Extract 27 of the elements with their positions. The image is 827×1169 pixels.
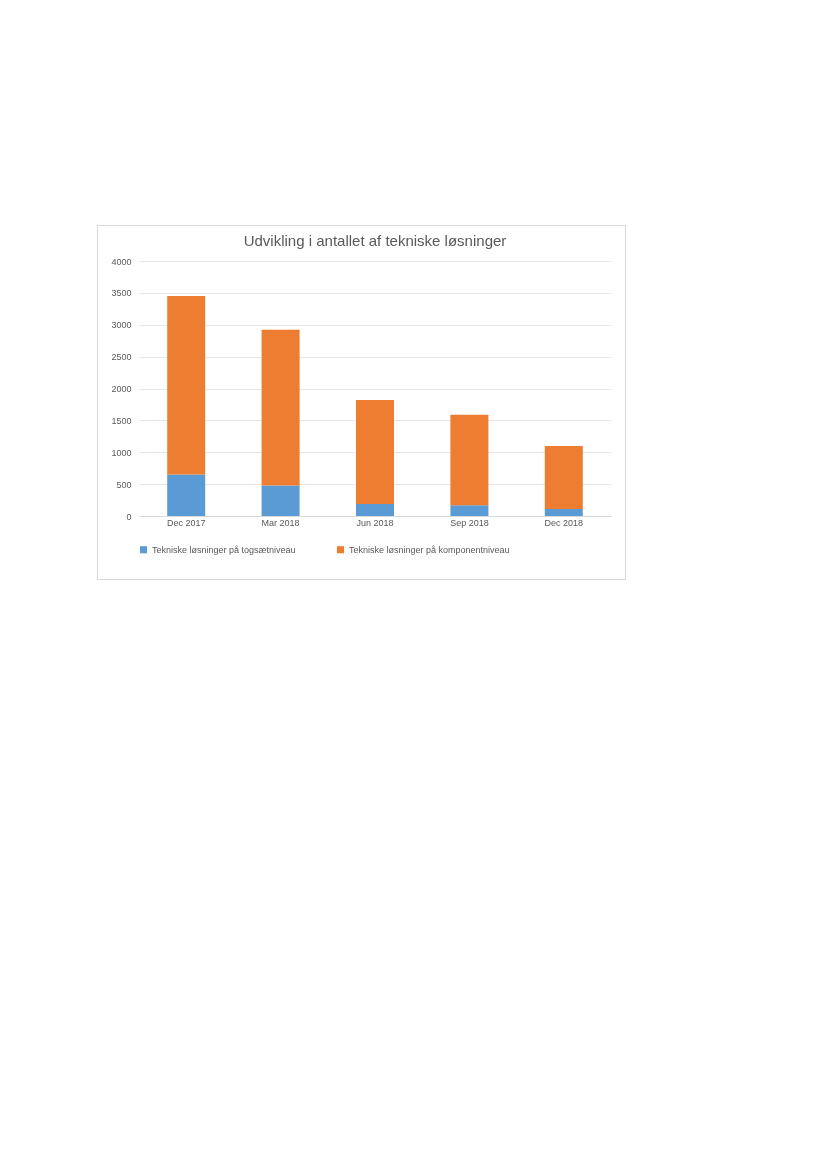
y-tick-label: 1000 [111, 447, 132, 458]
bar [167, 296, 206, 475]
y-tick-label: 1500 [111, 415, 132, 426]
legend-label: Tekniske løsninger på komponentniveau [349, 544, 510, 555]
chart-title: Udvikling i antallet af tekniske løsninger [243, 232, 507, 249]
bar [450, 505, 489, 516]
bar [356, 399, 394, 504]
x-tick-label: Dec 2018 [544, 517, 584, 528]
y-tick-label: 0 [126, 511, 132, 522]
y-tick-label: 2500 [111, 352, 132, 363]
y-tick-label: 3000 [111, 320, 132, 331]
y-tick-label: 4000 [111, 256, 132, 267]
y-tick-label: 3500 [111, 288, 132, 299]
x-tick-label: Sep 2018 [450, 517, 489, 528]
bar [356, 503, 394, 516]
y-tick-label: 2000 [111, 384, 132, 394]
bar [544, 445, 583, 509]
bar [544, 508, 583, 516]
bar [261, 485, 300, 516]
x-tick-label: Mar 2018 [261, 517, 300, 528]
bar [261, 329, 300, 486]
bar [167, 474, 206, 516]
x-tick-label: Dec 2017 [166, 517, 206, 528]
legend-label: Tekniske løsninger på togsætniveau [152, 544, 296, 555]
y-tick-label: 500 [116, 479, 132, 490]
x-tick-label: Jun 2018 [356, 517, 394, 528]
bar [450, 414, 489, 506]
